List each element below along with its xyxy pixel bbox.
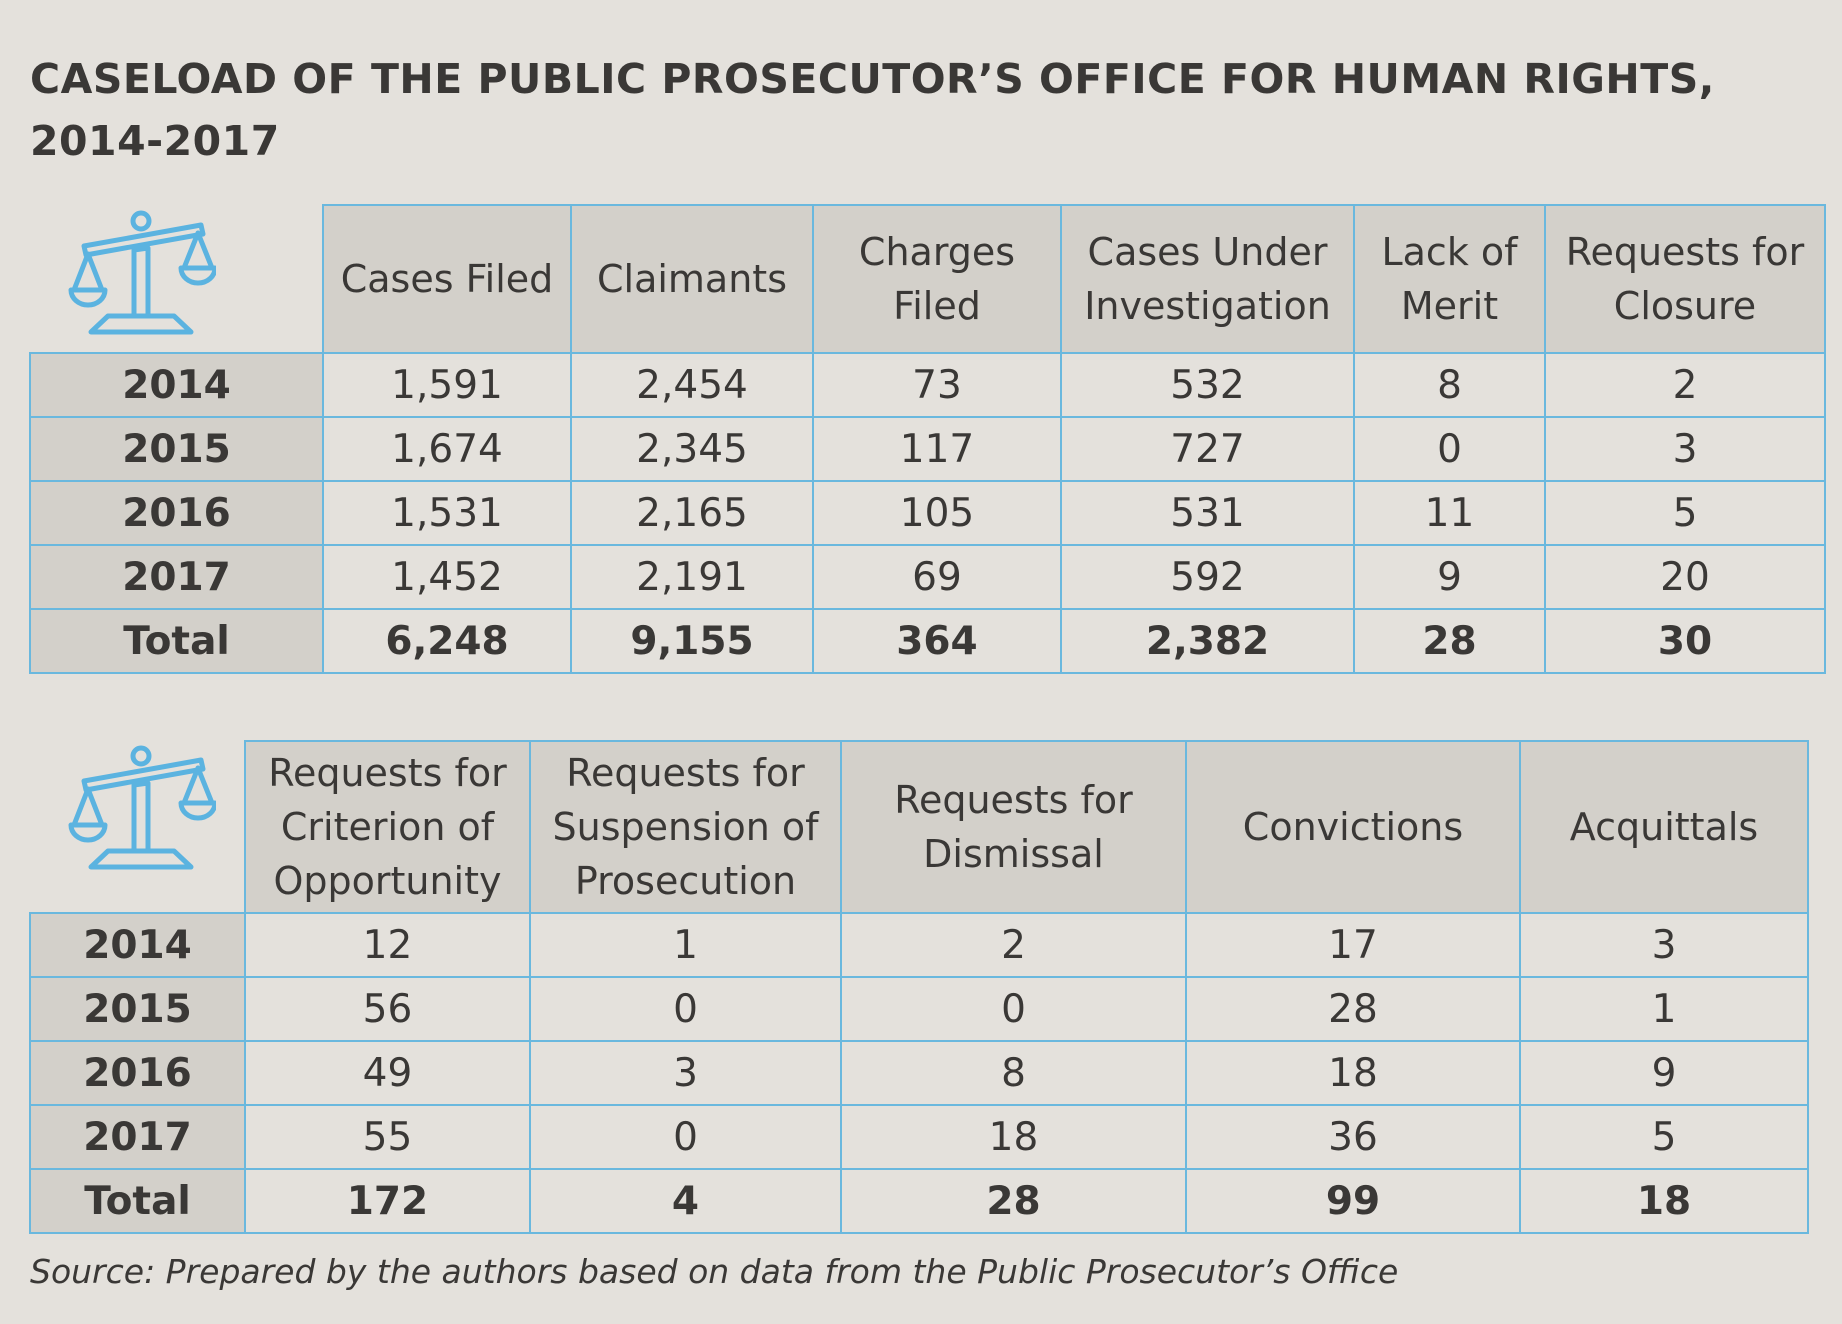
table-cell: 1,531: [323, 481, 571, 545]
row-label: 2017: [30, 545, 323, 609]
total-cell: 2,382: [1061, 609, 1354, 673]
table-cell: 532: [1061, 353, 1354, 417]
table-cell: 3: [1520, 913, 1808, 977]
row-label: Total: [30, 609, 323, 673]
total-row: Total 172 4 28 99 18: [30, 1169, 1808, 1233]
table-cell: 1,674: [323, 417, 571, 481]
title-line-1: CASELOAD OF THE PUBLIC PROSECUTOR’S OFFI…: [30, 48, 1790, 110]
table-cell: 531: [1061, 481, 1354, 545]
table-row: 2015 1,674 2,345 117 727 0 3: [30, 417, 1825, 481]
table-cell: 8: [841, 1041, 1186, 1105]
table-cell: 2: [1545, 353, 1825, 417]
table-cell: 17: [1186, 913, 1520, 977]
total-cell: 6,248: [323, 609, 571, 673]
table-cell: 55: [245, 1105, 530, 1169]
table-cell: 8: [1354, 353, 1545, 417]
table-cell: 727: [1061, 417, 1354, 481]
table-cell: 18: [1186, 1041, 1520, 1105]
table-cell: 69: [813, 545, 1061, 609]
table-cell: 3: [1545, 417, 1825, 481]
table-cell: 5: [1520, 1105, 1808, 1169]
row-label: 2016: [30, 1041, 245, 1105]
table-cell: 0: [1354, 417, 1545, 481]
table-cell: 0: [530, 1105, 841, 1169]
table-cell: 105: [813, 481, 1061, 545]
row-label: 2014: [30, 913, 245, 977]
table-cell: 9: [1520, 1041, 1808, 1105]
table-cell: 1,591: [323, 353, 571, 417]
column-header-acquittals: Acquittals: [1520, 741, 1808, 913]
column-header-claimants: Claimants: [571, 205, 813, 353]
total-cell: 18: [1520, 1169, 1808, 1233]
table-cell: 12: [245, 913, 530, 977]
table-cell: 0: [841, 977, 1186, 1041]
table-cell: 49: [245, 1041, 530, 1105]
total-row: Total 6,248 9,155 364 2,382 28 30: [30, 609, 1825, 673]
row-label: Total: [30, 1169, 245, 1233]
table-cell: 2,191: [571, 545, 813, 609]
table-row: 2014 1,591 2,454 73 532 8 2: [30, 353, 1825, 417]
total-cell: 4: [530, 1169, 841, 1233]
table-row: 2016 1,531 2,165 105 531 11 5: [30, 481, 1825, 545]
table-cell: 3: [530, 1041, 841, 1105]
title-line-2: 2014-2017: [30, 110, 1790, 172]
table-cell: 1: [1520, 977, 1808, 1041]
table-row: 2014 12 1 2 17 3: [30, 913, 1808, 977]
source-note: Source: Prepared by the authors based on…: [30, 1252, 1398, 1291]
total-cell: 364: [813, 609, 1061, 673]
table-cell: 0: [530, 977, 841, 1041]
row-label: 2015: [30, 417, 323, 481]
row-label: 2015: [30, 977, 245, 1041]
column-header-suspension-of-prosecution: Requests for Suspension of Prosecution: [530, 741, 841, 913]
table-cell: 73: [813, 353, 1061, 417]
table-cell: 9: [1354, 545, 1545, 609]
total-cell: 172: [245, 1169, 530, 1233]
caseload-table-1: Cases Filed Claimants Charges Filed Case…: [29, 204, 1826, 674]
total-cell: 9,155: [571, 609, 813, 673]
table-cell: 117: [813, 417, 1061, 481]
column-header-requests-for-dismissal: Requests for Dismissal: [841, 741, 1186, 913]
table-cell: 2: [841, 913, 1186, 977]
table-cell: 56: [245, 977, 530, 1041]
total-cell: 28: [1354, 609, 1545, 673]
row-label: 2014: [30, 353, 323, 417]
total-cell: 99: [1186, 1169, 1520, 1233]
table-cell: 11: [1354, 481, 1545, 545]
table-cell: 1,452: [323, 545, 571, 609]
table-cell: 2,165: [571, 481, 813, 545]
caseload-table-2: Requests for Criterion of Opportunity Re…: [29, 740, 1809, 1234]
table-cell: 2,345: [571, 417, 813, 481]
column-header-charges-filed: Charges Filed: [813, 205, 1061, 353]
table-cell: 28: [1186, 977, 1520, 1041]
corner-cell: [30, 741, 245, 913]
column-header-lack-of-merit: Lack of Merit: [1354, 205, 1545, 353]
column-header-requests-for-closure: Requests for Closure: [1545, 205, 1825, 353]
column-header-cases-filed: Cases Filed: [323, 205, 571, 353]
table-row: 2017 1,452 2,191 69 592 9 20: [30, 545, 1825, 609]
column-header-criterion-of-opportunity: Requests for Criterion of Opportunity: [245, 741, 530, 913]
table-cell: 5: [1545, 481, 1825, 545]
corner-cell: [30, 205, 323, 353]
table-cell: 36: [1186, 1105, 1520, 1169]
table-row: 2015 56 0 0 28 1: [30, 977, 1808, 1041]
total-cell: 28: [841, 1169, 1186, 1233]
row-label: 2016: [30, 481, 323, 545]
column-header-cases-under-investigation: Cases Under Investigation: [1061, 205, 1354, 353]
table-cell: 1: [530, 913, 841, 977]
chart-title: CASELOAD OF THE PUBLIC PROSECUTOR’S OFFI…: [30, 48, 1790, 172]
table-row: 2016 49 3 8 18 9: [30, 1041, 1808, 1105]
total-cell: 30: [1545, 609, 1825, 673]
table-row: 2017 55 0 18 36 5: [30, 1105, 1808, 1169]
table-cell: 592: [1061, 545, 1354, 609]
column-header-convictions: Convictions: [1186, 741, 1520, 913]
table-cell: 20: [1545, 545, 1825, 609]
row-label: 2017: [30, 1105, 245, 1169]
table-cell: 2,454: [571, 353, 813, 417]
table-cell: 18: [841, 1105, 1186, 1169]
